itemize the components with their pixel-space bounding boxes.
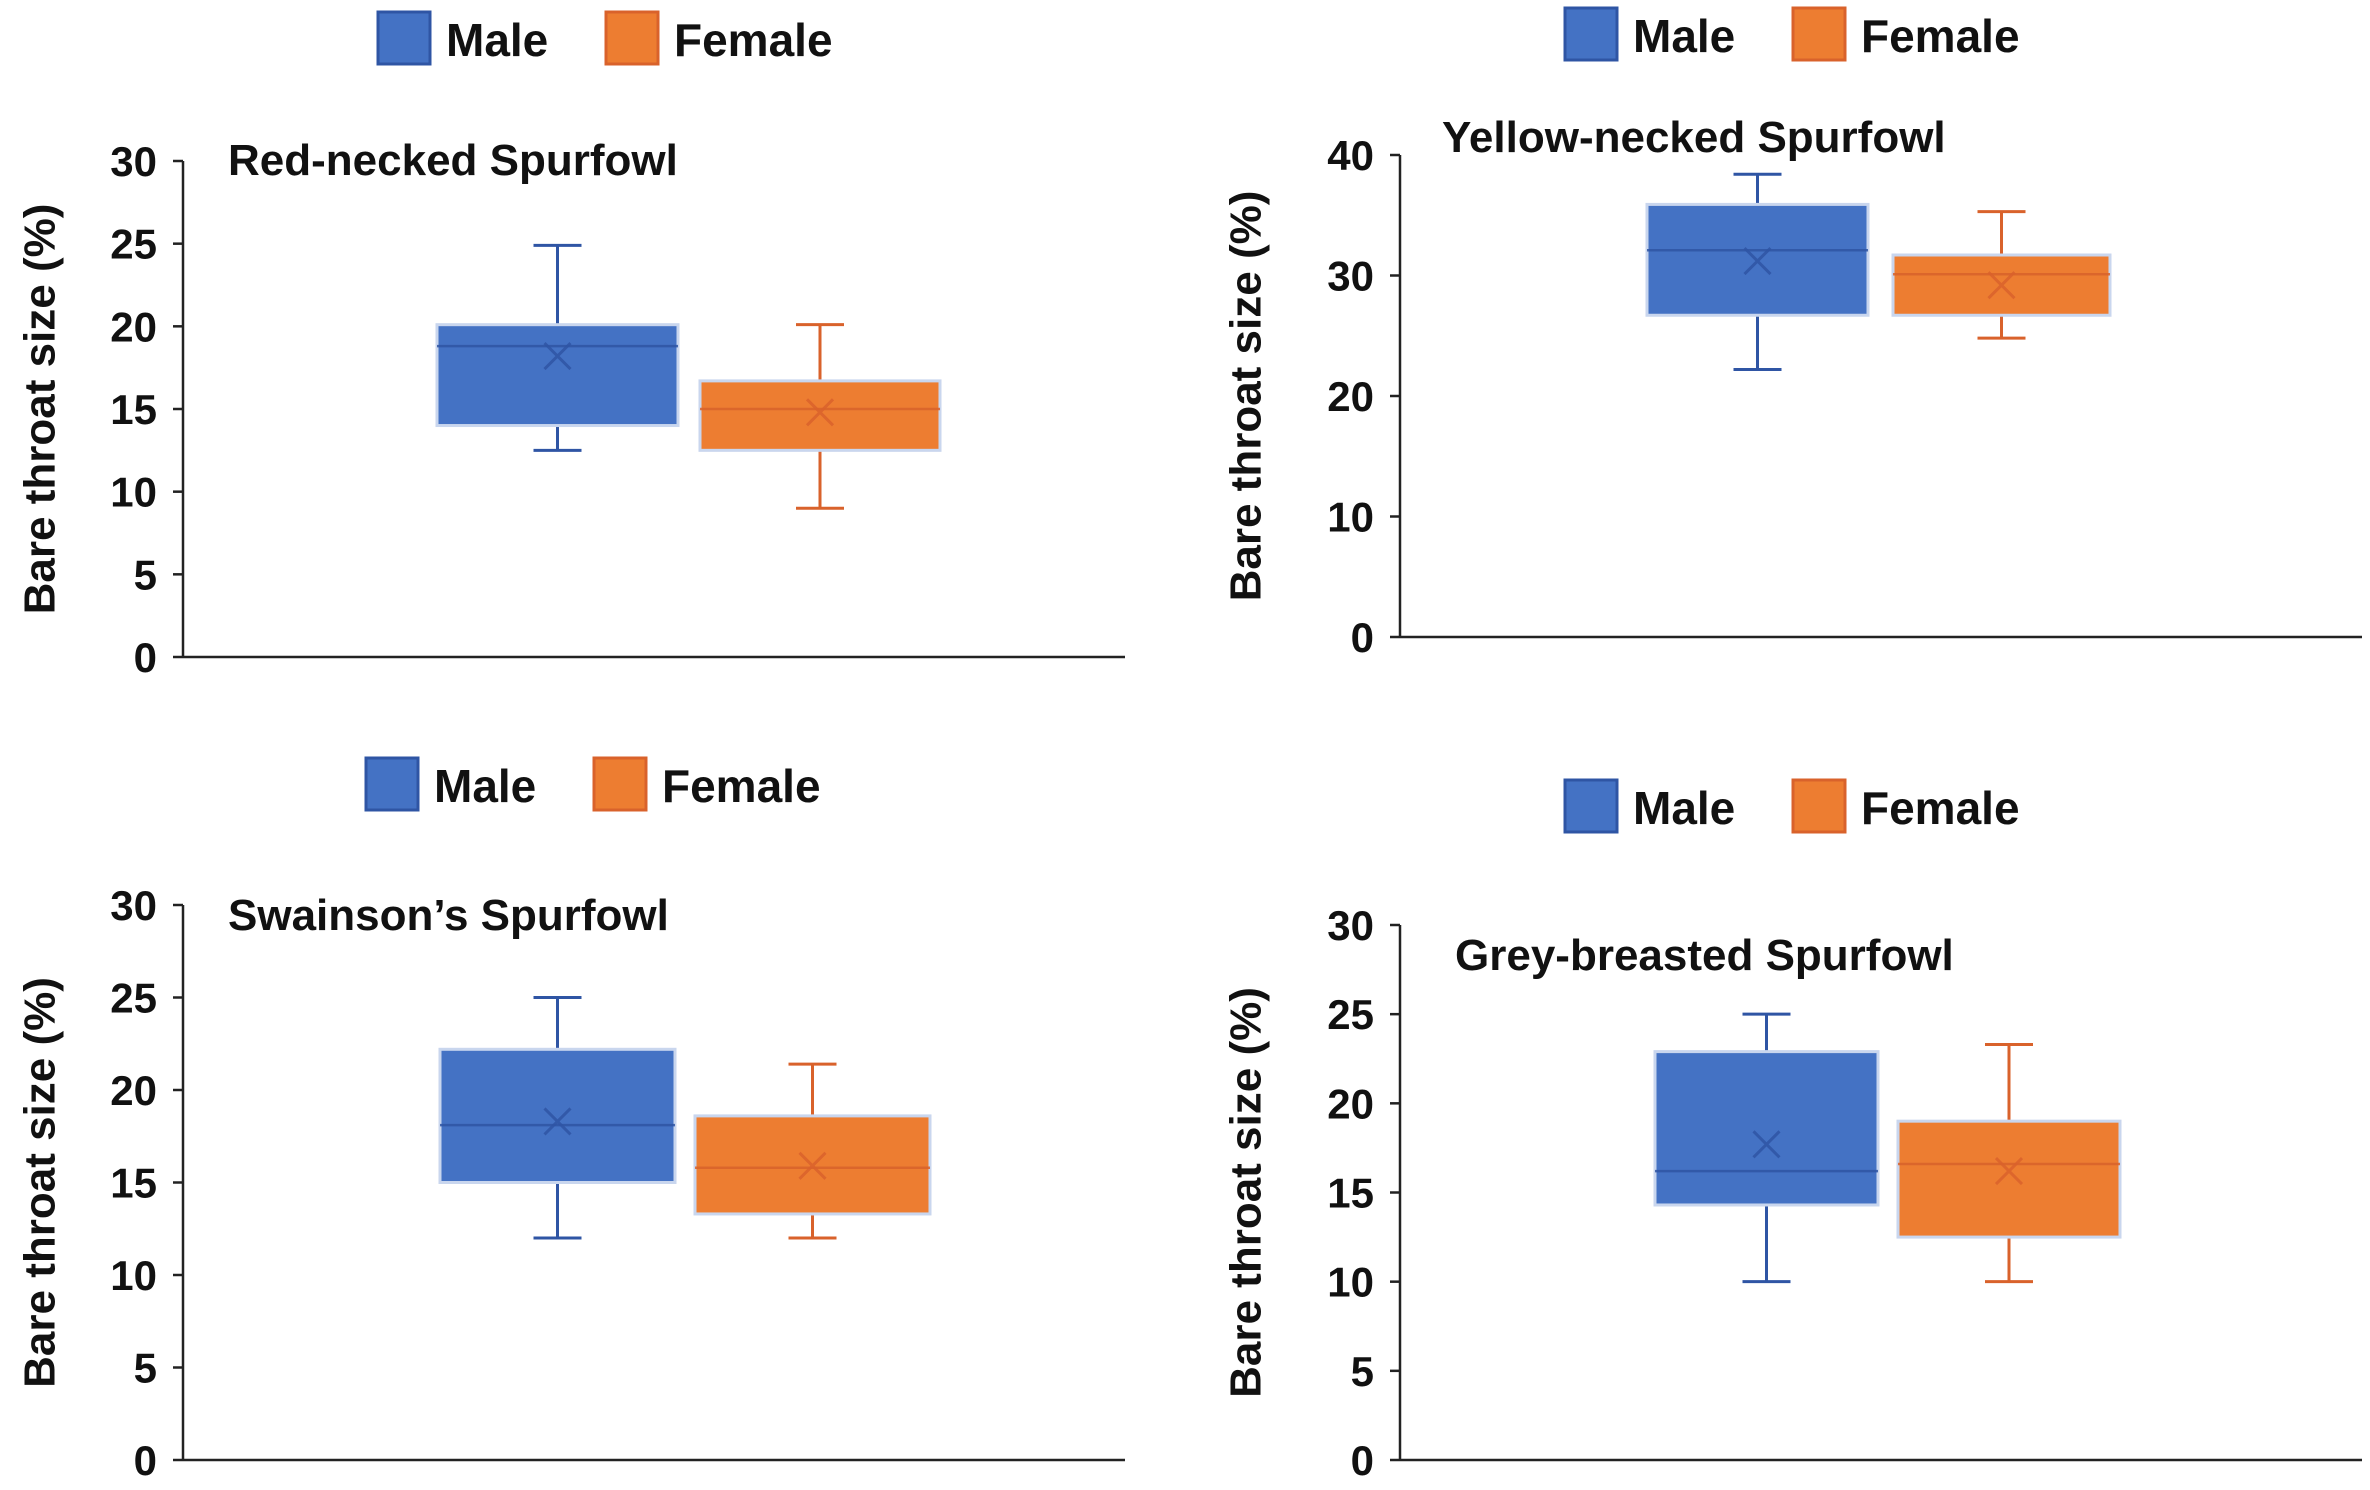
iqr-box [438,1047,677,1185]
mean-marker [543,342,572,371]
chart-title: Yellow-necked Spurfowl [1442,113,1946,162]
y-tick-label: 0 [1351,614,1374,661]
y-tick-label: 25 [110,221,157,268]
y-tick-label: 30 [110,882,157,929]
y-tick-label: 10 [110,469,157,516]
chart-panel: Male Female Swainson’s Spurfowl Bare throat… [16,756,1125,1484]
box-male [1653,1012,1880,1284]
y-tick-label: 0 [134,1437,157,1484]
y-axis-title: Bare throat size (%) [1222,191,1271,602]
y-tick-label: 20 [1327,1080,1374,1127]
box-male [438,996,677,1240]
y-tick-label: 15 [110,1160,157,1207]
legend-label-male: Male [1633,10,1735,62]
y-tick-label: 40 [1327,132,1374,179]
chart-title: Grey-breasted Spurfowl [1455,931,1954,980]
legend: Male Female [1563,778,2020,834]
legend-swatch-female [604,10,660,66]
chart-panel: Male Female Red-necked Spurfowl Bare throat… [16,10,1125,681]
y-tick-label: 20 [110,1067,157,1114]
y-tick-label: 5 [1351,1348,1374,1395]
chart-panel: Male Female Grey-breasted Spurfowl Bare thr… [1222,778,2362,1484]
y-tick-label: 20 [110,303,157,350]
legend-swatch-male [376,10,432,66]
y-tick-label: 30 [1327,253,1374,300]
y-tick-label: 5 [134,1345,157,1392]
y-tick-label: 15 [110,386,157,433]
mean-marker [1987,271,2016,300]
chart-panel: Male Female Yellow-necked Spurfowl Bare thr… [1222,6,2362,661]
legend-label-male: Male [434,760,536,812]
iqr-box [1896,1119,2122,1239]
y-axis-title: Bare throat size (%) [1222,987,1271,1398]
y-tick-label: 30 [1327,902,1374,949]
y-tick-label: 30 [110,138,157,185]
iqr-box [1653,1050,1880,1207]
y-axis-title: Bare throat size (%) [16,204,65,615]
chart-title: Red-necked Spurfowl [228,136,678,185]
mean-marker [1743,246,1772,276]
y-tick-label: 0 [134,634,157,681]
legend-label-male: Male [1633,782,1735,834]
box-female [1891,210,2112,340]
box-female [1896,1042,2122,1284]
y-tick-label: 10 [110,1252,157,1299]
mean-marker [543,1107,572,1136]
legend-swatch-female [592,756,648,812]
y-tick-label: 20 [1327,373,1374,420]
legend-swatch-male [1563,6,1619,62]
box-female [698,323,942,510]
box-male [435,243,680,452]
legend: Male Female [364,756,821,812]
mean-marker [1752,1130,1781,1159]
iqr-box [693,1114,932,1216]
legend-swatch-female [1791,778,1847,834]
y-tick-label: 25 [110,975,157,1022]
y-tick-label: 10 [1327,494,1374,541]
y-tick-label: 5 [134,551,157,598]
legend-label-female: Female [1861,10,2020,62]
box-female [693,1062,932,1240]
mean-marker [1994,1157,2024,1186]
y-tick-label: 0 [1351,1437,1374,1484]
iqr-box [435,323,680,428]
y-axis-title: Bare throat size (%) [16,977,65,1388]
y-tick-label: 25 [1327,991,1374,1038]
legend-label-male: Male [446,14,548,66]
mean-marker [798,1151,827,1180]
legend-swatch-female [1791,6,1847,62]
y-tick-label: 10 [1327,1259,1374,1306]
legend-swatch-male [364,756,420,812]
legend-label-female: Female [662,760,821,812]
legend-label-female: Female [674,14,833,66]
box-male [1645,172,1870,371]
mean-marker [805,398,835,427]
iqr-box [698,379,942,452]
legend-swatch-male [1563,778,1619,834]
legend: Male Female [376,10,833,66]
legend: Male Female [1563,6,2020,62]
y-tick-label: 15 [1327,1170,1374,1217]
chart-title: Swainson’s Spurfowl [228,891,669,940]
legend-label-female: Female [1861,782,2020,834]
